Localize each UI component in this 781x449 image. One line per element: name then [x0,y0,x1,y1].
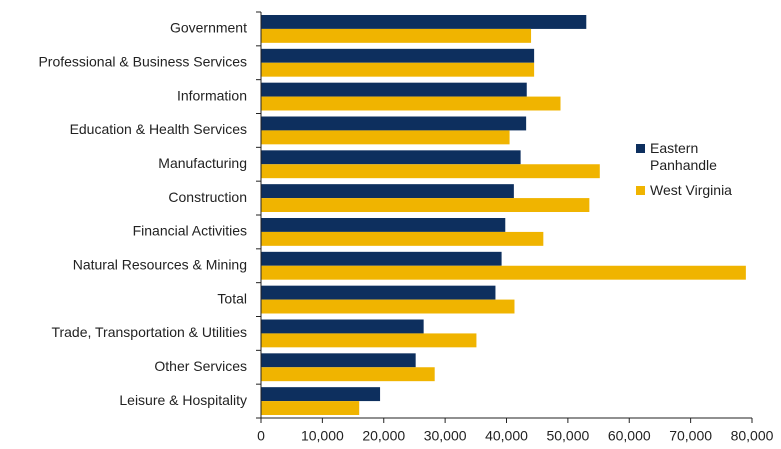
y-tick-label: Trade, Transportation & Utilities [51,324,247,340]
legend-label: Eastern Panhandle [650,140,717,173]
y-tick-label: Government [170,20,247,36]
bar [261,218,506,232]
bar [261,367,435,382]
y-tick-label: Manufacturing [158,155,247,171]
bar [261,116,527,131]
y-tick-label: Financial Activities [133,223,247,239]
bar [261,198,590,212]
x-tick-label: 30,000 [424,428,467,444]
y-tick-label: Natural Resources & Mining [73,256,247,272]
x-tick-label: 70,000 [669,428,712,444]
bar [261,401,360,415]
legend-swatch [636,144,645,153]
bar [261,15,587,29]
bar [261,231,544,246]
legend-item: Eastern Panhandle [636,140,756,174]
y-tick-label: Professional & Business Services [38,53,247,69]
bar [261,96,561,111]
y-tick-label: Leisure & Hospitality [119,392,247,408]
legend: Eastern Panhandle West Virginia [636,140,756,207]
bar [261,319,424,334]
bar [261,62,535,77]
x-tick-label: 40,000 [485,428,528,444]
x-tick-label: 60,000 [608,428,651,444]
x-tick-label: 80,000 [731,428,774,444]
y-tick-label: Construction [168,189,247,205]
bar [261,48,535,63]
bar [261,130,510,145]
x-tick-label: 50,000 [546,428,589,444]
bar [261,150,521,165]
bar [261,299,515,314]
bar [261,333,477,348]
bar [261,164,600,179]
legend-label: West Virginia [650,182,732,198]
x-tick-label: 10,000 [301,428,344,444]
bar [261,285,496,300]
bar [261,82,527,97]
bar [261,251,502,266]
y-tick-label: Other Services [154,358,247,374]
y-tick-label: Total [217,290,247,306]
y-tick-label: Education & Health Services [70,121,247,137]
bar [261,387,381,402]
legend-item: West Virginia [636,182,756,199]
bar [261,184,514,199]
bar [261,353,416,368]
legend-swatch [636,186,645,195]
y-tick-label: Information [177,87,247,103]
bar [261,265,746,280]
x-tick-label: 20,000 [362,428,405,444]
x-tick-label: 0 [257,428,265,444]
bar [261,28,532,43]
